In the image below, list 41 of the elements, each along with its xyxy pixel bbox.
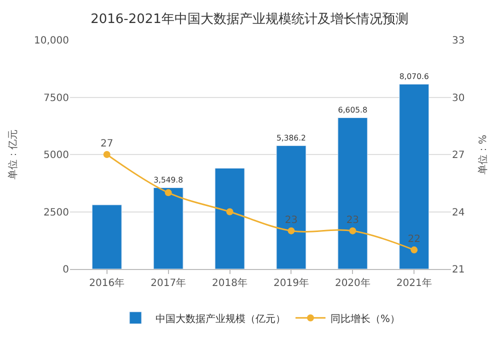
y-tick-label: 2500 — [44, 207, 69, 218]
y-axis-title: 单位：亿元 — [7, 130, 19, 180]
data-label: 22 — [408, 234, 420, 246]
data-label: 27 — [100, 138, 114, 150]
y2-tick-label: 24 — [452, 207, 465, 218]
bar — [153, 187, 184, 269]
y2-tick-label: 21 — [452, 264, 465, 276]
x-tick-label: 2020年 — [334, 277, 370, 289]
point — [288, 227, 295, 234]
x-tick-label: 2016年 — [89, 277, 125, 289]
bar — [276, 145, 306, 269]
point — [103, 151, 110, 158]
y2-tick-label: 30 — [452, 92, 465, 104]
point — [349, 227, 356, 234]
bar — [338, 117, 368, 269]
y-tick-label: 10,000 — [34, 36, 69, 46]
data-label: 23 — [284, 214, 298, 226]
data-label: 8,070.6 — [399, 72, 429, 81]
chart-title: 2016-2021年中国大数据产业规模统计及增长情况预测 — [90, 12, 408, 27]
x-tick-label: 2017年 — [150, 277, 186, 289]
y-tick-label: 5000 — [44, 150, 69, 161]
bar — [214, 168, 245, 269]
bar — [399, 84, 430, 269]
data-label: 5,386.2 — [276, 133, 306, 142]
y2-tick-label: 27 — [452, 150, 465, 161]
legend-label: 同比增长（%） — [330, 312, 400, 325]
x-tick-label: 2019年 — [274, 277, 309, 289]
y-tick-label: 0 — [62, 264, 69, 276]
x-tick-label: 2018年 — [212, 277, 248, 289]
bar — [92, 204, 122, 269]
legend-label: 中国大数据产业规模（亿元） — [156, 312, 286, 325]
data-label: 6,605.8 — [338, 105, 368, 114]
x-tick-label: 2021年 — [396, 277, 432, 289]
y2-axis-title: 单位：% — [477, 134, 490, 174]
data-label: 23 — [346, 214, 360, 226]
point — [410, 246, 418, 254]
point — [226, 208, 234, 216]
data-label: 3,549.8 — [154, 175, 184, 184]
point — [164, 189, 172, 196]
y2-tick-label: 33 — [452, 36, 465, 46]
y-tick-label: 7500 — [44, 92, 69, 104]
